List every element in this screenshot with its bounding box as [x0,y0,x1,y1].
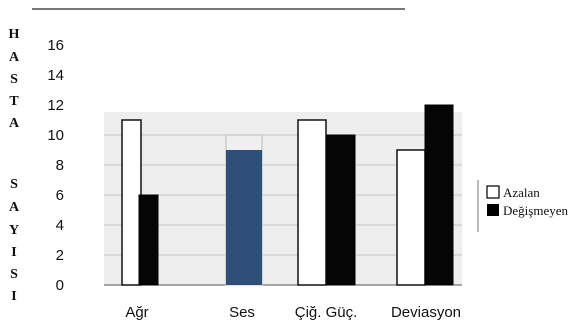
y-axis-label-letter: I [11,245,16,260]
y-tick-label: 12 [47,97,64,114]
bar-azalan [396,149,426,286]
legend-label-degismeyen: Değişmeyen [503,203,568,218]
y-axis-label-letter: S [10,267,18,282]
bar-azalan [297,119,327,286]
x-axis-ticks: Ağr Ses Çiğ. Güç. Deviasyon [125,304,461,321]
y-axis-label-letter: T [9,94,19,109]
y-axis-label-letter: Y [9,223,19,238]
y-tick-label: 4 [56,217,64,234]
legend: Azalan Değişmeyen [477,180,568,232]
bar-azalan [121,119,142,286]
y-axis-label-letter: A [9,116,20,131]
bar-degismeyen [326,134,356,286]
legend-label-azalan: Azalan [503,185,540,200]
y-tick-label: 16 [47,37,64,54]
legend-swatch-degismeyen [487,204,499,216]
bar-degismeyen [424,104,454,286]
x-tick-label: Ağr [125,304,148,321]
y-tick-label: 2 [56,247,64,264]
bar-degismeyen [226,150,262,285]
x-tick-label: Ses [229,304,255,321]
y-tick-label: 14 [47,67,64,84]
bars [121,104,454,286]
y-tick-label: 6 [56,187,64,204]
y-axis-label-letter: I [11,289,16,304]
x-tick-label: Çiğ. Güç. [295,304,358,321]
bar-degismeyen [138,194,159,286]
y-axis-ticks: 0 2 4 6 8 10 12 14 16 [47,37,64,294]
x-tick-label: Deviasyon [391,304,461,321]
y-axis-label-letter: H [9,27,20,42]
y-axis-label-letter: A [9,200,20,215]
y-tick-label: 10 [47,127,64,144]
y-axis-label-letter: S [10,177,18,192]
y-axis-label-letter: A [9,50,20,65]
y-tick-label: 0 [56,277,64,294]
legend-swatch-azalan [486,185,500,199]
y-axis-label-letter: S [10,72,18,87]
y-tick-label: 8 [56,157,64,174]
